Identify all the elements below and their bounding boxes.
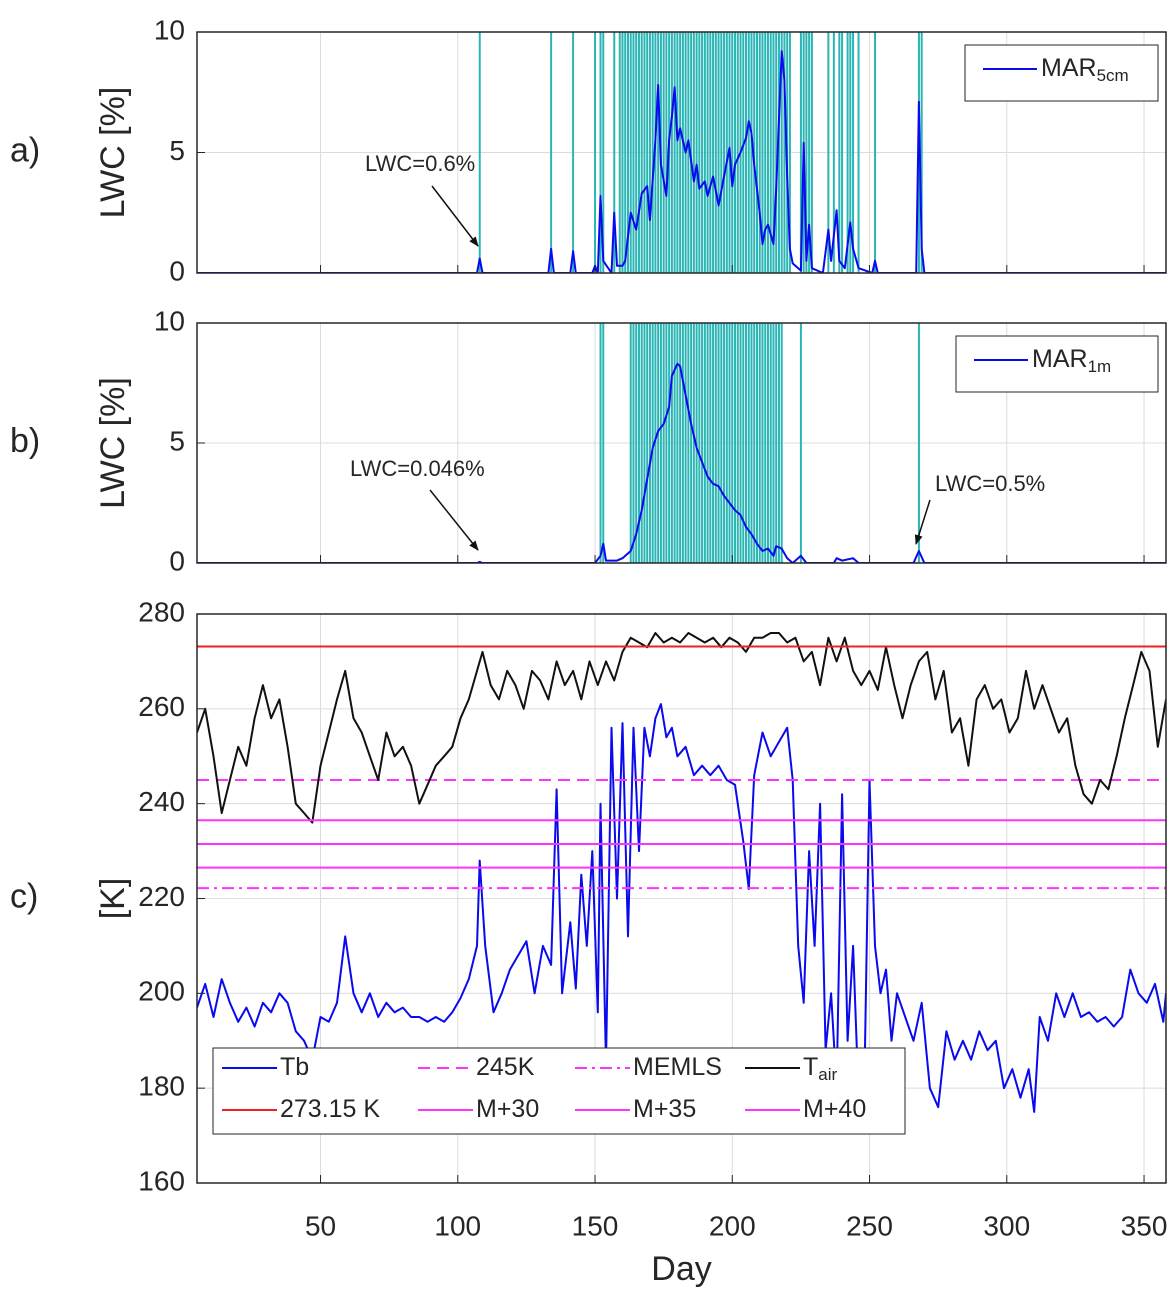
y-tick-label: 240 [138,786,185,817]
y-tick-label: 0 [169,545,185,576]
legend-subscript: 5cm [1097,66,1129,85]
legend-name: M+35 [633,1095,696,1123]
data-line [197,362,1166,563]
annotation: LWC=0.5% [935,471,1045,496]
y-tick-label: 200 [138,976,185,1007]
legend-box [964,44,1159,102]
legend-label: MAR1m [1032,345,1111,377]
y-tick-label: 5 [169,135,185,166]
x-tick-label: 250 [846,1210,893,1241]
plot [197,32,1166,273]
y-axis-title: [K] [94,878,132,920]
axes-box [196,322,1167,564]
legend-name: M+40 [803,1095,866,1123]
legend-label: Tb [280,1053,309,1081]
legend-label: Tair [803,1053,838,1085]
y-axis-title: LWC [%] [94,377,132,509]
axes-box [196,613,1167,1184]
x-tick-label: 200 [709,1210,756,1241]
legend-name: MAR [1041,54,1097,82]
legend-label: 273.15 K [280,1095,380,1123]
data-line [197,50,1166,273]
axes-box [196,31,1167,274]
legend-box [212,1047,906,1135]
legend-label: M+35 [633,1095,696,1123]
y-axis-title: LWC [%] [94,87,132,219]
annotation-arrow [431,185,479,247]
x-tick-label: 150 [572,1210,619,1241]
legend-name: MEMLS [633,1053,722,1081]
legend-label: M+40 [803,1095,866,1123]
legend-box [955,335,1159,393]
y-tick-label: 10 [154,14,185,45]
x-axis-title: Day [651,1250,711,1288]
legend-name: 273.15 K [280,1095,380,1123]
y-tick-label: 5 [169,425,185,456]
legend-name: MAR [1032,345,1088,373]
legend-label: M+30 [476,1095,539,1123]
panel-label: c) [10,877,38,915]
legend-label: 245K [476,1053,535,1081]
x-tick-label: 100 [434,1210,481,1241]
y-tick-label: 0 [169,255,185,286]
legend-label: MEMLS [633,1053,722,1081]
annotation: LWC=0.046% [350,456,485,481]
legend-name: 245K [476,1053,535,1081]
data-line [197,703,1166,1113]
legend-label: MAR5cm [1041,54,1129,86]
panel-label: a) [10,131,40,169]
legend-subscript: air [818,1065,837,1084]
y-tick-label: 180 [138,1071,185,1102]
legend-name: Tb [280,1053,309,1081]
legend-name: T [803,1053,818,1081]
legend-name: M+30 [476,1095,539,1123]
annotation: LWC=0.6% [365,151,475,176]
annotation-arrow [429,489,479,551]
y-tick-label: 280 [138,596,185,627]
x-tick-label: 350 [1121,1210,1167,1241]
plot [197,323,1166,563]
x-tick-label: 50 [305,1210,336,1241]
panel-label: b) [10,422,40,460]
data-line [197,632,1166,824]
x-tick-label: 300 [983,1210,1030,1241]
y-tick-label: 260 [138,691,185,722]
y-tick-label: 160 [138,1165,185,1196]
y-tick-label: 10 [154,305,185,336]
y-tick-label: 220 [138,881,185,912]
annotation-arrow [914,499,931,545]
legend-subscript: 1m [1088,357,1112,376]
